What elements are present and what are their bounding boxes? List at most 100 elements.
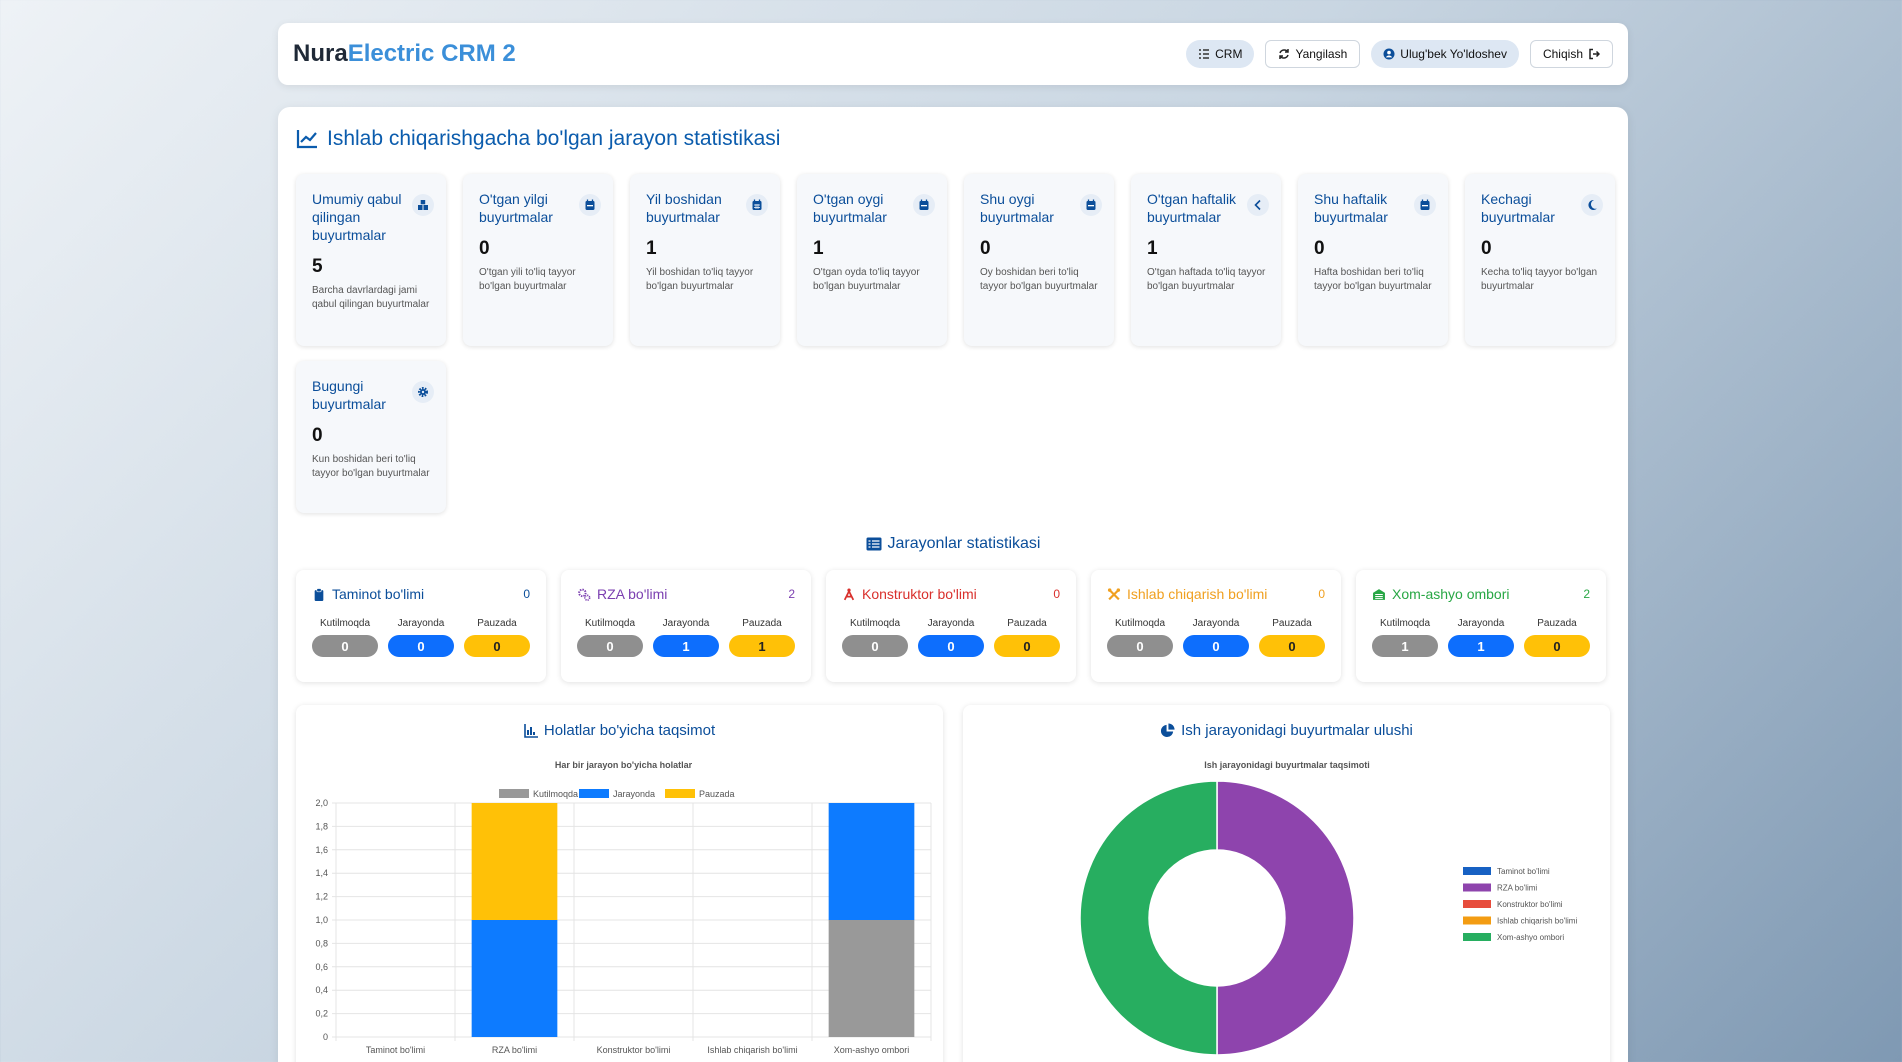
stat-card-title: Bugungi buyurtmalar — [312, 378, 386, 412]
bar-segment — [471, 920, 558, 1037]
bar-chart-icon — [524, 723, 538, 738]
y-tick-label: 0,4 — [315, 985, 328, 995]
department-name: Taminot bo'limi — [332, 586, 425, 602]
stat-card-desc: Hafta boshidan beri to'liq tayyor bo'lga… — [1314, 267, 1432, 292]
status-label: Jarayonda — [662, 618, 710, 629]
crm-button[interactable]: CRM — [1186, 40, 1255, 68]
refresh-button[interactable]: Yangilash — [1265, 40, 1361, 68]
status-count-badge: 1 — [653, 635, 719, 657]
legend-swatch — [1463, 916, 1491, 925]
crm-label: CRM — [1215, 47, 1243, 61]
legend-swatch — [1463, 933, 1491, 941]
status-label: Pauzada — [1272, 618, 1312, 629]
status-label: Jarayonda — [1457, 618, 1505, 629]
y-tick-label: 2,0 — [315, 798, 328, 808]
gear-icon — [412, 381, 434, 403]
legend-label: Jarayonda — [613, 789, 655, 799]
user-button[interactable]: Ulug'bek Yo'ldoshev — [1371, 40, 1519, 68]
stat-card-desc: Barcha davrlardagi jami qabul qilingan b… — [312, 285, 430, 310]
status-label: Kutilmoqda — [849, 618, 901, 629]
moon-icon — [1581, 194, 1603, 216]
legend-swatch — [1463, 883, 1491, 892]
boxes-icon — [412, 194, 434, 216]
stat-card-desc: Oy boshidan beri to'liq tayyor bo'lgan b… — [980, 267, 1098, 292]
stat-card-value: 0 — [1314, 238, 1325, 259]
y-tick-label: 1,2 — [315, 892, 328, 902]
stat-card-value: 1 — [1147, 238, 1158, 259]
stat-card-title: O'tgan yilgi buyurtmalar — [479, 191, 553, 225]
department-count: 2 — [788, 587, 795, 601]
stat-card-desc: Yil boshidan to'liq tayyor bo'lgan buyur… — [646, 267, 754, 292]
compass-icon — [843, 588, 855, 600]
stat-card-desc: Kecha to'liq tayyor bo'lgan buyurtmalar — [1481, 267, 1598, 292]
status-count-badge: 0 — [388, 635, 454, 657]
stat-card-desc: O'tgan haftada to'liq tayyor bo'lgan buy… — [1147, 267, 1266, 292]
status-label: Kutilmoqda — [1379, 618, 1431, 629]
stat-card: O'tgan haftalik buyurtmalar 1 O'tgan hafta… — [1131, 174, 1281, 346]
y-tick-label: 0,8 — [315, 938, 328, 948]
legend-label: RZA bo'limi — [1497, 884, 1537, 893]
stats-title: Ishlab chiqarishgacha bo'lgan jarayon st… — [327, 127, 781, 150]
stat-card-title: Kechagi buyurtmalar — [1481, 191, 1555, 225]
department-count: 0 — [523, 587, 530, 601]
stat-card: Yil boshidan buyurtmalar 1 Yil boshidan to… — [630, 174, 780, 346]
status-label: Kutilmoqda — [584, 618, 636, 629]
stat-card-title: Shu haftalik buyurtmalar — [1314, 191, 1388, 225]
stat-card: Bugungi buyurtmalar 0 Kun boshidan beri to… — [296, 361, 446, 513]
brand-part2: Electric CRM 2 — [347, 40, 516, 67]
logout-button[interactable]: Chiqish — [1529, 40, 1613, 68]
refresh-icon — [1279, 49, 1290, 59]
bar-segment — [828, 920, 915, 1037]
stat-card-value: 0 — [312, 425, 323, 446]
status-count-badge: 0 — [1183, 635, 1249, 657]
status-label: Pauzada — [1537, 618, 1577, 629]
brand-part1: Nura — [293, 40, 348, 67]
x-tick-label: Xom-ashyo ombori — [834, 1045, 910, 1055]
department-name: Ishlab chiqarish bo'limi — [1127, 586, 1268, 602]
status-count-badge: 1 — [729, 635, 795, 657]
y-tick-label: 1,0 — [315, 915, 328, 925]
y-tick-label: 1,6 — [315, 845, 328, 855]
status-count-badge: 0 — [994, 635, 1060, 657]
chart-title: Ish jarayonidagi buyurtmalar taqsimoti — [1204, 760, 1370, 770]
stat-card-desc: O'tgan yili to'liq tayyor bo'lgan buyurt… — [479, 267, 576, 292]
legend-swatch — [665, 789, 695, 798]
legend-swatch — [1463, 900, 1491, 908]
app-brand[interactable]: Nura Electric CRM 2 — [293, 40, 516, 68]
top-header: Nura Electric CRM 2 CRM Yangilash Ulug'b… — [278, 23, 1628, 85]
department-card: Ishlab chiqarish bo'limi 0 Kutilmoqda 0 Jara… — [1091, 570, 1341, 682]
department-card: Konstruktor bo'limi 0 Kutilmoqda 0 Jarayonda… — [826, 570, 1076, 682]
stats-section-title: Ishlab chiqarishgacha bo'lgan jarayon st… — [296, 127, 780, 151]
process-section-title: Jarayonlar statistikasi — [278, 535, 1628, 553]
status-label: Jarayonda — [1192, 618, 1240, 629]
calendar-icon — [913, 194, 935, 216]
department-count: 0 — [1053, 587, 1060, 601]
stat-card-desc: Kun boshidan beri to'liq tayyor bo'lgan … — [312, 454, 430, 479]
bar-segment — [471, 803, 558, 920]
table-list-icon — [866, 537, 882, 551]
bar-segment — [828, 803, 915, 920]
status-count-badge: 0 — [918, 635, 984, 657]
status-count-badge: 0 — [1107, 635, 1173, 657]
stat-card-value: 0 — [1481, 238, 1492, 259]
pie-panel-title: Ish jarayonidagi buyurtmalar ulushi — [963, 722, 1610, 739]
legend-label: Ishlab chiqarish bo'limi — [1497, 917, 1577, 926]
user-label: Ulug'bek Yo'ldoshev — [1400, 47, 1507, 61]
stat-card-title: O'tgan haftalik buyurtmalar — [1147, 191, 1237, 225]
user-circle-icon — [1383, 48, 1395, 60]
stat-card: Shu oygi buyurtmalar 0 Oy boshidan beri to… — [964, 174, 1114, 346]
stat-card-value: 0 — [479, 238, 490, 259]
bar-chart-panel: Holatlar bo'yicha taqsimot Har bir jaray… — [296, 705, 943, 1062]
logout-label: Chiqish — [1542, 47, 1583, 61]
chart-title: Har bir jarayon bo'yicha holatlar — [555, 760, 693, 770]
gears-icon — [578, 588, 591, 601]
stat-card-title: Yil boshidan buyurtmalar — [646, 191, 722, 225]
department-count: 0 — [1318, 587, 1325, 601]
legend-label: Kutilmoqda — [533, 789, 578, 799]
x-tick-label: Konstruktor bo'limi — [597, 1045, 671, 1055]
status-label: Jarayonda — [397, 618, 445, 629]
list-icon — [1199, 49, 1210, 59]
department-name: Xom-ashyo ombori — [1392, 586, 1510, 602]
department-card: Taminot bo'limi 0 Kutilmoqda 0 Jarayonda 0 Pau… — [296, 570, 546, 682]
pie-slice — [1079, 780, 1218, 1056]
